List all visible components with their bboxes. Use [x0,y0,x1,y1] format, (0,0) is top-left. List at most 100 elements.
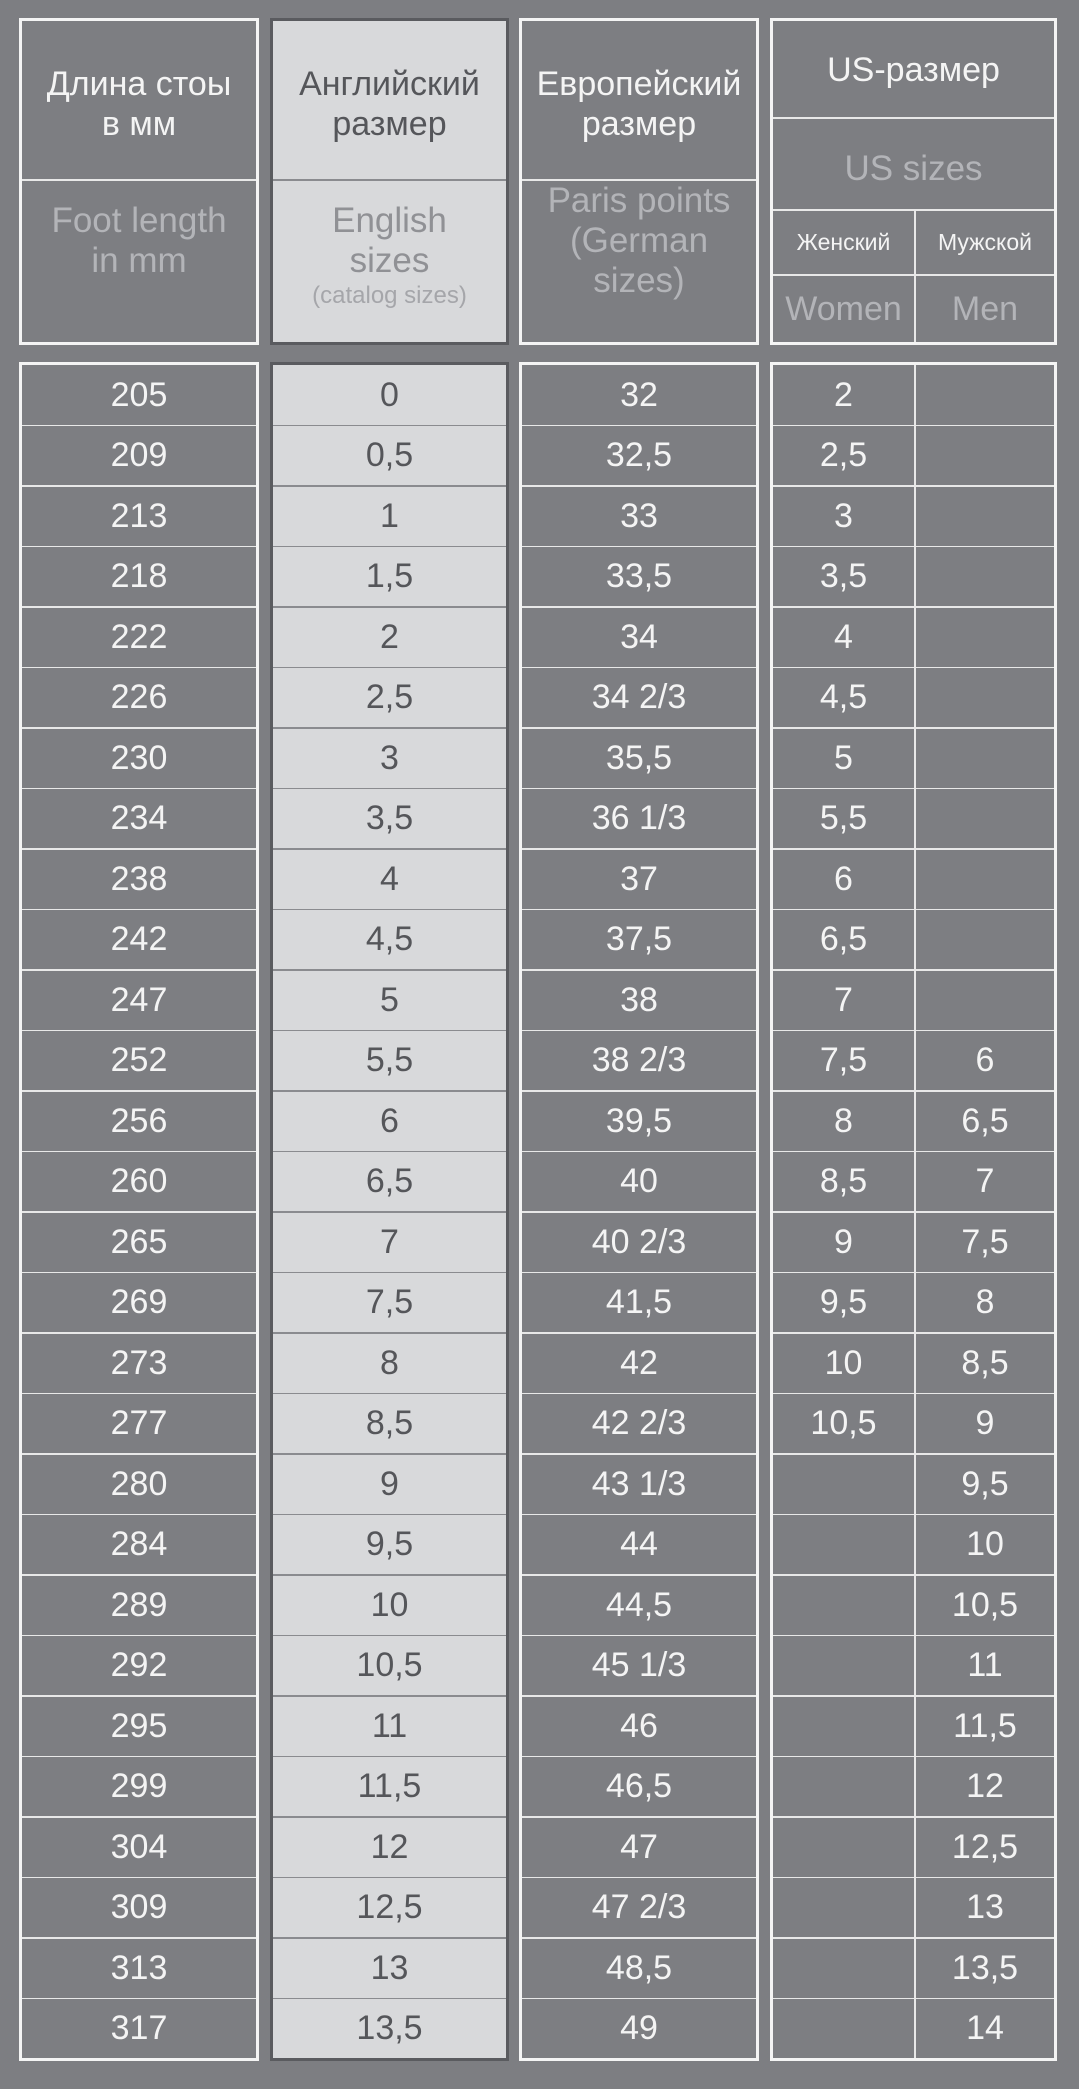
us-men-size-cell: 7,5 [961,1222,1009,1261]
english-size-cell: 2 [380,617,399,656]
foot-length-cell: 213 [110,496,168,535]
row-divider [773,1695,1054,1697]
english-size-cell: 5,5 [365,1041,414,1080]
header-european-ru: Европейский размер [536,65,742,143]
us-women-size-cell [773,1515,914,1576]
row-divider [273,1211,506,1213]
row-divider [522,606,756,608]
row-divider [522,1755,756,1757]
european-size-cell: 44,5 [605,1585,673,1624]
us-women-size-cell [773,1454,914,1515]
us-women-size-cell [773,1757,914,1818]
foot-length-cell: 304 [110,1827,168,1866]
english-size-cell: 9,5 [365,1525,414,1564]
row-divider [773,1634,1054,1636]
row-divider [22,1150,256,1152]
row-divider [522,1453,756,1455]
row-divider [773,1755,1054,1757]
foot-length-cell: 252 [110,1041,168,1080]
row-divider [773,1513,1054,1515]
us-men-size-cell [916,486,1054,547]
row-divider [773,969,1054,971]
us-men-size-cell [916,365,1054,426]
european-size-cell: 32,5 [605,436,673,475]
row-divider [273,848,506,850]
row-divider [22,1876,256,1878]
european-size-cell: 38 [620,980,658,1019]
row-divider [773,1997,1054,1999]
english-size-cell: 11 [371,1706,408,1745]
foot-length-cell: 265 [110,1222,168,1261]
row-divider [522,1513,756,1515]
us-men-size-cell: 12 [966,1767,1004,1806]
english-size-cell: 6 [380,1101,399,1140]
row-divider [522,1211,756,1213]
us-women-size-cell [773,1575,914,1636]
row-divider [273,1271,506,1273]
english-size-cell: 11,5 [357,1767,422,1806]
english-size-cell: 4,5 [365,920,414,959]
english-size-cell: 5 [380,980,399,1019]
header-length-en: Foot length in mm [51,201,227,280]
row-divider [522,787,756,789]
row-divider [22,1090,256,1092]
us-men-size-cell [916,789,1054,850]
us-women-size-cell [773,1817,914,1878]
us-women-size-cell [773,1999,914,2060]
row-divider [773,424,1054,426]
row-divider [273,1634,506,1636]
foot-length-cell: 309 [110,1888,168,1927]
english-size-cell: 10 [370,1585,409,1624]
foot-length-cell: 209 [110,436,168,475]
foot-length-cell: 242 [110,920,168,959]
row-divider [273,545,506,547]
english-size-cell: 1,5 [365,557,414,596]
row-divider [22,1755,256,1757]
row-divider [22,1271,256,1273]
us-men-size-cell [916,728,1054,789]
european-size-cell: 34 [620,617,658,656]
foot-length-cell: 273 [110,1343,168,1382]
us-women-size-cell: 10,5 [810,1404,877,1443]
english-size-cell: 4 [380,859,399,898]
row-divider [522,1332,756,1334]
header-us-women-en: Women [785,289,902,328]
english-size-cell: 1 [380,496,399,535]
us-women-size-cell: 9,5 [819,1283,868,1322]
row-divider [273,1453,506,1455]
english-size-cell: 0,5 [365,436,414,475]
english-size-cell: 10,5 [356,1646,423,1685]
row-divider [22,1513,256,1515]
row-divider [522,1150,756,1152]
european-size-cell: 42 2/3 [591,1404,687,1443]
english-size-cell: 13,5 [356,2009,423,2048]
us-women-size-cell: 7,5 [819,1041,868,1080]
row-divider [22,606,256,608]
foot-length-cell: 280 [110,1464,168,1503]
row-divider [522,1392,756,1394]
foot-length-cell: 295 [110,1706,168,1745]
foot-length-cell: 205 [110,375,168,414]
row-divider [522,1816,756,1818]
european-size-cell: 49 [620,2009,658,2048]
row-divider [773,606,1054,608]
row-divider [273,1332,506,1334]
row-divider [522,485,756,487]
european-size-cell: 39,5 [605,1101,673,1140]
row-divider [22,1211,256,1213]
us-men-size-cell: 10,5 [951,1585,1019,1624]
english-size-cell: 3 [380,738,399,777]
english-size-cell: 8,5 [365,1404,414,1443]
us-men-size-cell: 9 [975,1404,995,1443]
header-us-men-en: Men [951,289,1019,328]
row-divider [522,1634,756,1636]
row-divider [273,1029,506,1031]
row-divider [273,1392,506,1394]
row-divider [273,1150,506,1152]
european-size-cell: 42 [620,1343,658,1382]
foot-length-cell: 247 [110,980,168,1019]
row-divider [773,1392,1054,1394]
row-divider [22,908,256,910]
us-men-size-cell: 6,5 [961,1101,1009,1140]
us-men-size-cell: 13 [966,1888,1004,1927]
